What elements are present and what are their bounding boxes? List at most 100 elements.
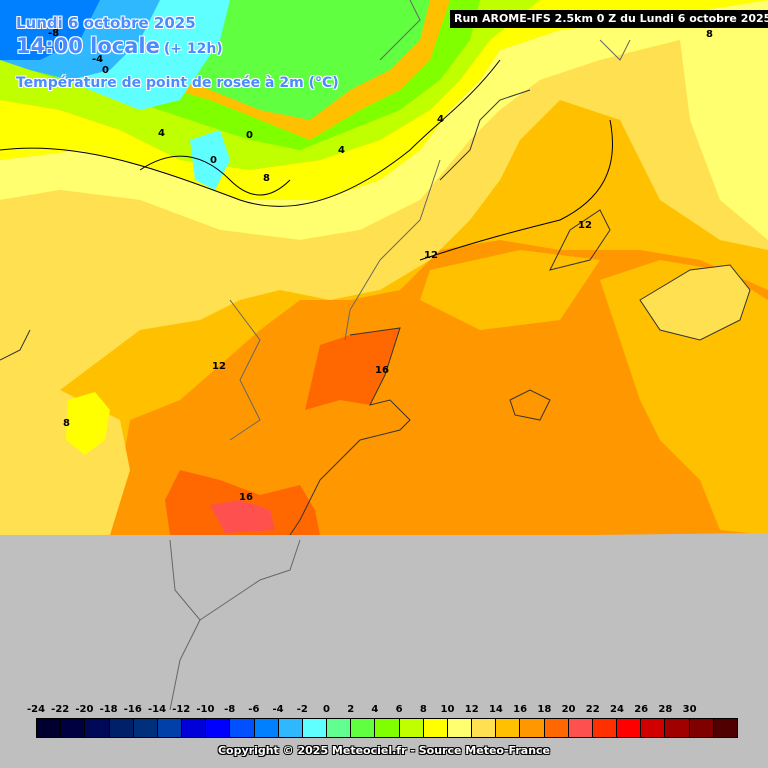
iso-label-14: 16 bbox=[375, 365, 389, 376]
legend-swatch bbox=[713, 719, 737, 737]
border-line-c bbox=[169, 619, 201, 711]
legend-swatch bbox=[302, 719, 328, 737]
legend-swatch bbox=[472, 719, 497, 737]
copyright-text: Copyright © 2025 Meteociel.fr - Source M… bbox=[217, 744, 551, 757]
border-line-d bbox=[229, 299, 261, 441]
legend-swatch bbox=[689, 719, 714, 737]
legend-tick-label: -24 bbox=[26, 704, 46, 715]
coast-line-d bbox=[549, 209, 611, 271]
band-12-14-center bbox=[420, 250, 600, 330]
legend-swatch bbox=[254, 719, 279, 737]
border-line-e bbox=[379, 0, 421, 61]
legend-tick-label: -22 bbox=[51, 704, 70, 715]
isoline-b bbox=[139, 155, 291, 196]
iso-label-8: 8 bbox=[263, 173, 270, 184]
borders bbox=[169, 0, 631, 711]
legend-tick-label: -8 bbox=[224, 704, 236, 715]
band-minus6-minus4 bbox=[0, 0, 100, 60]
iso-label-9: 4 bbox=[437, 114, 444, 125]
legend-tick-label: 0 bbox=[322, 704, 330, 715]
parameter-title: Température de point de rosée à 2m (°C) bbox=[16, 75, 339, 91]
border-line-a bbox=[344, 159, 441, 341]
legend-swatch bbox=[592, 719, 618, 737]
legend-tick-label: -14 bbox=[147, 704, 167, 715]
island-yellow-w bbox=[66, 392, 110, 455]
forecast-hour: 14:00 locale (+ 12h) bbox=[16, 34, 223, 58]
border-line-f bbox=[599, 39, 631, 61]
legend-swatch bbox=[665, 719, 690, 737]
legend-tick-label: 16 bbox=[513, 704, 528, 715]
band-18-20 bbox=[210, 500, 275, 533]
legend-tick-label: 20 bbox=[561, 704, 576, 715]
legend-tick-label: 14 bbox=[488, 704, 503, 715]
legend-tick-label: -2 bbox=[296, 704, 308, 715]
no-data-area bbox=[0, 533, 768, 768]
forecast-hour-value: 14:00 locale bbox=[16, 34, 160, 58]
iso-label-10: 12 bbox=[578, 220, 592, 231]
legend-swatch bbox=[85, 719, 110, 737]
forecast-offset: (+ 12h) bbox=[163, 41, 223, 57]
iso-label-7: 4 bbox=[338, 145, 345, 156]
band-12-14-east bbox=[600, 260, 768, 535]
legend-bar bbox=[36, 718, 738, 738]
legend-swatch bbox=[109, 719, 134, 737]
color-legend: -24 -22 -20 -18 -16 -14 -12 -10 -8 -6 -4 -2 0 2 4 6 8 10 1… bbox=[27, 704, 738, 738]
legend-tick-label: 30 bbox=[682, 704, 697, 715]
isolines bbox=[0, 59, 614, 261]
iso-label-2: -4 bbox=[92, 54, 103, 65]
legend-tick-label: 6 bbox=[395, 704, 403, 715]
legend-swatch bbox=[206, 719, 231, 737]
legend-tick-label: 2 bbox=[347, 704, 355, 715]
legend-tick-label: -10 bbox=[196, 704, 215, 715]
legend-swatch bbox=[61, 719, 86, 737]
legend-swatch bbox=[496, 719, 521, 737]
band-2-4 bbox=[0, 0, 480, 150]
legend-tick-label: 12 bbox=[464, 704, 479, 715]
legend-swatch bbox=[133, 719, 158, 737]
run-banner: Run AROME-IFS 2.5km 0 Z du Lundi 6 octob… bbox=[450, 10, 768, 28]
coast-line-a bbox=[289, 327, 411, 536]
legend-tick-label: 22 bbox=[585, 704, 600, 715]
legend-tick-label: 4 bbox=[371, 704, 379, 715]
iso-label-11: 12 bbox=[424, 250, 438, 261]
band-16-18-a bbox=[305, 328, 400, 410]
legend-swatch bbox=[641, 719, 666, 737]
legend-swatch bbox=[278, 719, 303, 737]
legend-swatch bbox=[399, 719, 424, 737]
legend-tick-label: 24 bbox=[609, 704, 624, 715]
iso-label-4: 4 bbox=[158, 128, 165, 139]
iso-label-12: 12 bbox=[212, 361, 226, 372]
legend-swatch bbox=[327, 719, 352, 737]
legend-tick-label: -18 bbox=[99, 704, 118, 715]
coast-line-f bbox=[0, 329, 31, 361]
iso-label-16: 8 bbox=[706, 29, 713, 40]
forecast-date: Lundi 6 octobre 2025 bbox=[16, 14, 196, 32]
legend-tick-label: -6 bbox=[248, 704, 260, 715]
legend-tick-label: 18 bbox=[537, 704, 552, 715]
coast-line-e bbox=[439, 89, 531, 181]
iso-label-3: 0 bbox=[102, 65, 109, 76]
legend-swatch bbox=[568, 719, 593, 737]
legend-swatch bbox=[617, 719, 642, 737]
band-4-6 bbox=[0, 0, 540, 170]
iso-label-15: 16 bbox=[239, 492, 253, 503]
band-10-12 bbox=[0, 40, 768, 420]
band-6-8 bbox=[0, 0, 768, 200]
legend-swatch bbox=[351, 719, 376, 737]
coast-line-b bbox=[509, 389, 551, 421]
band-8-10-east bbox=[680, 20, 768, 240]
legend-tick-label: -16 bbox=[123, 704, 142, 715]
legend-tick-label: 26 bbox=[634, 704, 649, 715]
iso-label-6: 0 bbox=[210, 155, 217, 166]
legend-swatch bbox=[520, 719, 545, 737]
iso-label-1: -8 bbox=[48, 28, 59, 39]
legend-swatch bbox=[447, 719, 473, 737]
iso-label-5: 0 bbox=[246, 130, 253, 141]
pocket-cyan bbox=[190, 130, 230, 190]
border-line-b bbox=[169, 539, 301, 621]
isoline-a bbox=[0, 59, 501, 207]
legend-swatch bbox=[375, 719, 400, 737]
legend-swatch bbox=[544, 719, 569, 737]
coastlines bbox=[0, 89, 751, 536]
